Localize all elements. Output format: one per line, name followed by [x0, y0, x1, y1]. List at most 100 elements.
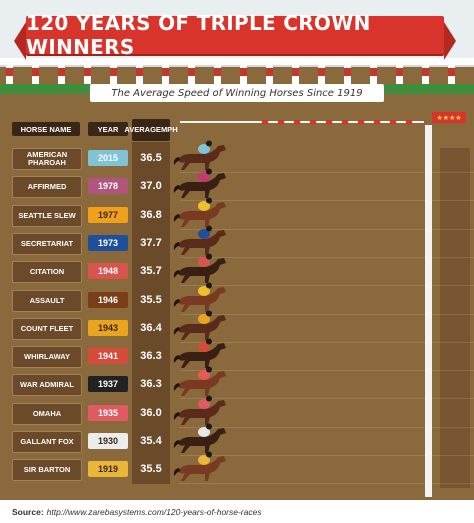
year-cell: 2015 — [88, 150, 128, 166]
fence-post — [6, 58, 13, 92]
mph-column — [132, 142, 170, 484]
year-cell: 1930 — [88, 433, 128, 449]
title-banner: 120 YEARS OF TRIPLE CROWN WINNERS — [14, 11, 456, 60]
fence-post — [162, 58, 169, 92]
mph-cell: 35.5 — [140, 294, 162, 306]
horse-icon — [173, 366, 226, 396]
header-mph-line1: AVERAGE — [124, 125, 161, 134]
rail-dash — [326, 120, 332, 124]
lane-line — [180, 172, 474, 173]
horse-name-cell: ASSAULT — [12, 290, 82, 312]
chart-title: 120 YEARS OF TRIPLE CROWN WINNERS — [26, 11, 371, 59]
lane-line — [180, 427, 474, 428]
fence-post — [32, 58, 39, 92]
mph-cell: 36.8 — [140, 209, 162, 221]
fence-post — [240, 58, 247, 92]
fence-post — [84, 58, 91, 92]
year-cell: 1973 — [88, 235, 128, 251]
lane-line — [180, 229, 474, 230]
year-cell: 1948 — [88, 263, 128, 279]
source-label: Source: — [12, 506, 44, 517]
horse-icon — [173, 140, 226, 170]
fence-post — [110, 58, 117, 92]
rail-dash — [342, 120, 348, 124]
horse-name-cell: WAR ADMIRAL — [12, 374, 82, 396]
mph-cell: 36.5 — [140, 152, 162, 164]
track-rail — [180, 121, 424, 123]
year-cell: 1943 — [88, 320, 128, 336]
horse-name-cell: SECRETARIAT — [12, 233, 82, 255]
year-cell: 1935 — [88, 405, 128, 421]
rail-dash — [310, 120, 316, 124]
horse-name-cell: SIR BARTON — [12, 459, 82, 481]
fence-post — [318, 58, 325, 92]
horse-name-cell: WHIRLAWAY — [12, 346, 82, 368]
lane-line — [180, 314, 474, 315]
fence-post — [292, 58, 299, 92]
year-cell: 1977 — [88, 207, 128, 223]
fence-rail — [0, 58, 474, 67]
rail-dash — [262, 120, 268, 124]
mph-cell: 35.5 — [140, 463, 162, 475]
horse-icon — [173, 282, 226, 312]
horse-icon — [173, 197, 226, 227]
fence-post — [214, 58, 221, 92]
horse-icon — [173, 338, 226, 368]
lane-line — [180, 257, 474, 258]
horse-name-cell: SEATTLE SLEW — [12, 205, 82, 227]
horse-name-cell: COUNT FLEET — [12, 318, 82, 340]
horse-name-cell: CITATION — [12, 261, 82, 283]
lane-line — [180, 483, 474, 484]
horse-name-cell: AFFIRMED — [12, 176, 82, 198]
fence-post — [58, 58, 65, 92]
mph-cell: 37.0 — [140, 180, 162, 192]
mph-cell: 35.4 — [140, 435, 162, 447]
fence-post — [370, 58, 377, 92]
year-cell: 1941 — [88, 348, 128, 364]
lane-line — [180, 370, 474, 371]
fence-post — [188, 58, 195, 92]
fence-post — [422, 58, 429, 92]
fence-post — [396, 58, 403, 92]
subtitle-box: The Average Speed of Winning Horses Sinc… — [90, 84, 384, 102]
lane-line — [180, 398, 474, 399]
year-cell: 1919 — [88, 461, 128, 477]
rail-dash — [294, 120, 300, 124]
horse-icon — [173, 451, 226, 481]
header-mph-line2: MPH — [160, 125, 178, 134]
lane-line — [180, 455, 474, 456]
lane-line — [180, 285, 474, 286]
fence-post — [266, 58, 273, 92]
header-year: YEAR — [88, 122, 128, 136]
horse-icon — [173, 423, 226, 453]
finish-strip — [440, 148, 470, 488]
year-cell: 1937 — [88, 376, 128, 392]
horse-icon — [173, 253, 226, 283]
lane-line — [180, 200, 474, 201]
year-cell: 1946 — [88, 292, 128, 308]
rail-dash — [374, 120, 380, 124]
horse-icon — [173, 168, 226, 198]
mph-cell: 36.4 — [140, 322, 162, 334]
mph-cell: 35.7 — [140, 265, 162, 277]
fence-post — [344, 58, 351, 92]
rail-dash — [278, 120, 284, 124]
header-horse-name: HORSE NAME — [12, 122, 80, 136]
mph-cell: 36.3 — [140, 350, 162, 362]
rail-dash — [358, 120, 364, 124]
lane-line — [180, 342, 474, 343]
finish-flag: ★★★★ — [432, 112, 466, 123]
horse-name-cell: GALLANT FOX — [12, 431, 82, 453]
mph-cell: 36.3 — [140, 378, 162, 390]
year-cell: 1978 — [88, 178, 128, 194]
rail-dash — [390, 120, 396, 124]
horse-icon — [173, 310, 226, 340]
horse-icon — [173, 395, 226, 425]
horse-name-cell: OMAHA — [12, 403, 82, 425]
mph-cell: 36.0 — [140, 407, 162, 419]
fence-post — [136, 58, 143, 92]
fence-post — [448, 58, 455, 92]
source-url[interactable]: http://www.zarebasystems.com/120-years-o… — [46, 506, 262, 517]
finish-post — [425, 125, 432, 497]
header-average-mph: AVERAGE MPH — [124, 119, 178, 141]
